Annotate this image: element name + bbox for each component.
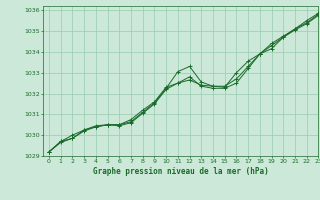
X-axis label: Graphe pression niveau de la mer (hPa): Graphe pression niveau de la mer (hPa) [93,167,269,176]
